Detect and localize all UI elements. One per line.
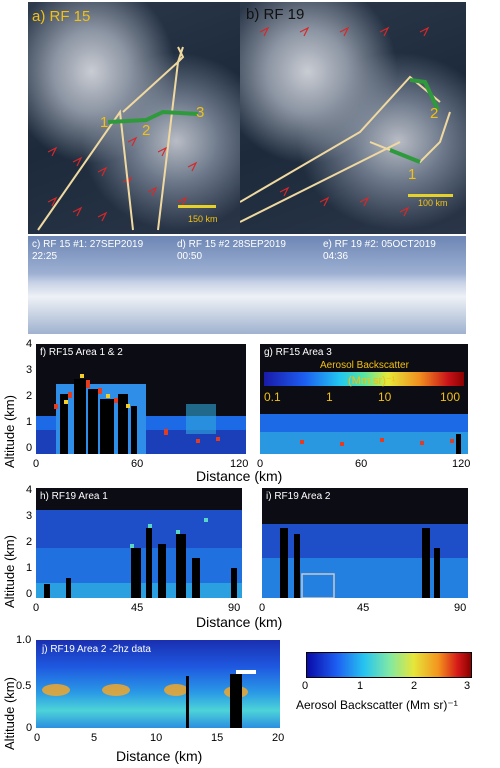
colorbar-j-tick-3: 3 <box>464 680 471 692</box>
i-xtick-90: 90 <box>454 602 467 614</box>
panel-g: g) RF15 Area 3 Aerosol Backscatter (Mm s… <box>260 344 468 454</box>
colorbar-g-tick-0.1: 0.1 <box>264 390 281 404</box>
i-xtick-45: 45 <box>357 602 370 614</box>
j-ytick-0.5: 0.5 <box>16 680 32 692</box>
panel-j-label: j) RF19 Area 2 -2hz data <box>42 644 151 655</box>
colorbar-j-tick-0: 0 <box>302 680 309 692</box>
map-b-area-1: 1 <box>408 166 417 183</box>
h-ytick-0: 0 <box>26 588 33 600</box>
panel-j-plot <box>42 670 256 728</box>
photo-c-line2: 22:25 <box>32 251 58 262</box>
panel-h-plot <box>36 510 242 598</box>
panel-i-label: i) RF19 Area 2 <box>266 491 331 502</box>
f-ytick-4: 4 <box>26 338 33 350</box>
colorbar-j-title: Aerosol Backscatter (Mm sr)⁻¹ <box>296 698 458 712</box>
map-panel-b: b) RF 19 2 1 100 km <box>239 2 466 234</box>
photo-d-line1: d) RF 15 #2 28SEP2019 <box>177 239 286 250</box>
panel-h-label: h) RF19 Area 1 <box>40 491 108 502</box>
i-xtick-0: 0 <box>259 602 266 614</box>
colorbar-g-tick-100: 100 <box>440 390 461 404</box>
panel-i-plot <box>262 524 468 599</box>
panel-g-plot <box>260 414 468 454</box>
f-ytick-1: 1 <box>26 416 33 428</box>
f-ytick-3: 3 <box>26 364 33 376</box>
f-xtick-120: 120 <box>230 458 249 470</box>
panel-h: h) RF19 Area 1 <box>36 488 242 598</box>
colorbar-g-title: Aerosol Backscatter <box>320 360 409 371</box>
photo-c-line1: c) RF 15 #1: 27SEP2019 <box>32 239 144 250</box>
map-a-overlay <box>37 46 216 231</box>
panel-f-label: f) RF15 Area 1 & 2 <box>40 347 123 358</box>
map-a-area-3: 3 <box>196 104 205 121</box>
j-xtick-15: 15 <box>211 732 224 744</box>
h-ytick-2: 2 <box>26 536 33 548</box>
h-ytick-3: 3 <box>26 510 33 522</box>
panel-g-label: g) RF15 Area 3 <box>264 347 332 358</box>
photo-d: d) RF 15 #2 28SEP2019 00:50 <box>173 236 319 334</box>
f-xtick-0: 0 <box>33 458 40 470</box>
photo-e-line2: 04:36 <box>323 251 349 262</box>
colorbar-j-tick-2: 2 <box>411 680 418 692</box>
row3-xlabel: Distance (km) <box>116 748 203 764</box>
map-a-title: a) RF 15 <box>32 8 91 25</box>
ylabel-row3: Altitude (km) <box>2 677 17 750</box>
row1-xlabel: Distance (km) <box>196 468 283 484</box>
f-xtick-60: 60 <box>131 458 144 470</box>
photo-c: c) RF 15 #1: 27SEP2019 22:25 <box>28 236 173 334</box>
colorbar-g-unit: (Mm sr)⁻¹ <box>348 375 396 387</box>
panel-f: f) RF15 Area 1 & 2 <box>36 344 246 454</box>
row2-xlabel: Distance (km) <box>196 614 283 630</box>
map-a-area-1: 1 <box>100 114 109 131</box>
j-xtick-10: 10 <box>150 732 163 744</box>
f-ytick-2: 2 <box>26 390 33 402</box>
j-xtick-5: 5 <box>91 732 98 744</box>
g-xtick-0: 0 <box>257 458 264 470</box>
h-xtick-0: 0 <box>33 602 40 614</box>
g-xtick-120: 120 <box>452 458 471 470</box>
photo-e-line1: e) RF 19 #2: 05OCT2019 <box>323 239 436 250</box>
f-ytick-0: 0 <box>26 442 33 454</box>
h-xtick-45: 45 <box>131 602 144 614</box>
map-a-scale: 150 km <box>188 214 218 224</box>
colorbar-j <box>306 652 472 678</box>
colorbar-g <box>264 372 464 386</box>
photo-d-line2: 00:50 <box>177 251 203 262</box>
colorbar-j-tick-1: 1 <box>357 680 364 692</box>
photo-e: e) RF 19 #2: 05OCT2019 04:36 <box>319 236 466 334</box>
colorbar-g-tick-1: 1 <box>326 390 333 404</box>
g-xtick-60: 60 <box>355 458 368 470</box>
ylabel-row2: Altitude (km) <box>2 535 17 608</box>
h-ytick-4: 4 <box>26 484 33 496</box>
h-ytick-1: 1 <box>26 562 33 574</box>
map-b-overlay <box>239 26 453 223</box>
j-ytick-1.0: 1.0 <box>16 634 32 646</box>
map-panel-a: a) RF 15 1 2 3 150 km <box>28 2 240 234</box>
ylabel-row1: Altitude (km) <box>2 395 17 468</box>
j-xtick-20: 20 <box>272 732 285 744</box>
j-xtick-0: 0 <box>34 732 41 744</box>
j-ytick-0: 0 <box>26 722 33 734</box>
map-a-area-2: 2 <box>142 122 151 139</box>
map-b-area-2: 2 <box>430 105 439 122</box>
colorbar-g-tick-10: 10 <box>378 390 392 404</box>
map-b-title: b) RF 19 <box>246 6 305 23</box>
panel-f-plot <box>36 374 246 454</box>
panel-i: i) RF19 Area 2 <box>262 488 468 599</box>
h-xtick-90: 90 <box>228 602 241 614</box>
map-b-scale: 100 km <box>418 198 448 208</box>
panel-j: j) RF19 Area 2 -2hz data <box>36 640 280 728</box>
